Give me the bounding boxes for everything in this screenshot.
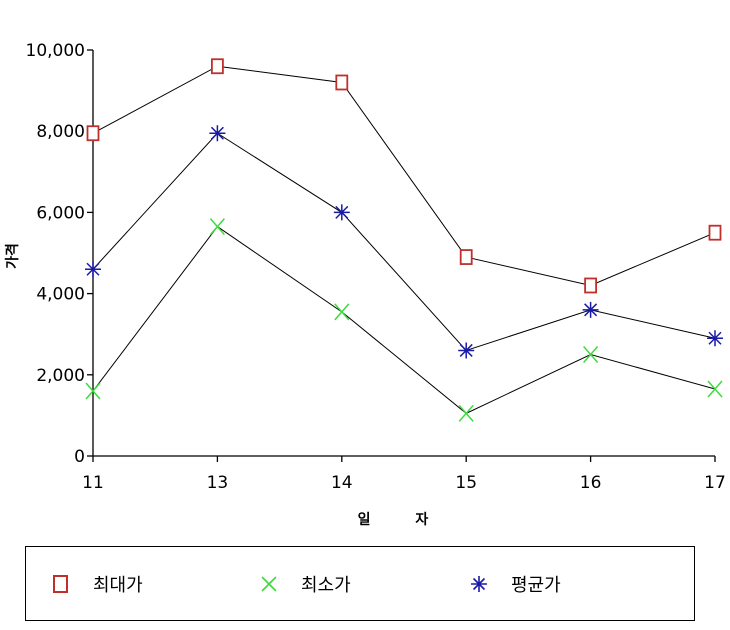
legend: 최대가 최소가 평균가 <box>25 546 695 621</box>
x-tick-label: 15 <box>455 473 477 493</box>
data-point-avg <box>333 204 350 221</box>
y-tick-label: 8,000 <box>36 122 85 142</box>
data-point-min <box>707 380 723 398</box>
data-point-avg <box>209 125 226 142</box>
data-point-max <box>584 277 597 294</box>
legend-label-max: 최대가 <box>93 574 143 596</box>
x-marker-icon <box>261 575 277 592</box>
square-marker-icon <box>53 574 68 593</box>
data-point-max <box>459 249 473 265</box>
data-point-avg <box>458 342 475 359</box>
legend-label-avg: 평균가 <box>511 574 561 596</box>
y-tick-label: 2,000 <box>36 366 85 386</box>
data-point-avg <box>707 330 723 347</box>
y-tick-label: 10,000 <box>26 41 85 61</box>
axes <box>92 50 715 457</box>
legend-item-avg: 평균가 <box>469 547 561 620</box>
series-lines <box>92 65 716 414</box>
data-point-max <box>708 224 722 241</box>
data-point-min <box>334 303 350 321</box>
data-point-min <box>85 382 101 400</box>
y-tick-label: 4,000 <box>36 285 85 305</box>
asterisk-marker-icon <box>471 575 487 592</box>
data-point-max <box>335 74 349 91</box>
x-axis-label: 일 자 <box>358 512 449 528</box>
series-line-1 <box>92 225 716 414</box>
x-tick-label: 11 <box>82 473 104 493</box>
data-point-min <box>209 218 225 236</box>
y-axis-label: 가격 <box>4 243 21 269</box>
x-tick-label: 17 <box>704 473 726 493</box>
series-line-2 <box>92 132 716 352</box>
y-axis-ticks: 0 2,000 4,000 6,000 8,000 10,000 <box>26 41 93 467</box>
x-tick-label: 16 <box>580 473 602 493</box>
x-axis-ticks: 11 13 14 15 16 17 <box>82 456 726 493</box>
series-markers <box>85 58 723 422</box>
series-line-0 <box>92 65 716 287</box>
data-point-avg <box>85 261 101 278</box>
y-tick-label: 6,000 <box>36 203 85 223</box>
x-tick-label: 13 <box>207 473 229 493</box>
data-point-min <box>583 346 599 363</box>
y-tick-label: 0 <box>74 447 85 467</box>
data-point-min <box>458 404 474 422</box>
x-tick-label: 14 <box>331 473 353 493</box>
data-point-max <box>210 58 224 75</box>
data-point-avg <box>582 301 599 318</box>
legend-item-min: 최소가 <box>259 547 351 620</box>
data-point-max <box>86 125 100 142</box>
line-chart: 0 2,000 4,000 6,000 8,000 10,000 11 13 14 15 16 17… <box>4 41 726 528</box>
legend-item-max: 최대가 <box>51 547 143 620</box>
legend-label-min: 최소가 <box>301 574 351 596</box>
